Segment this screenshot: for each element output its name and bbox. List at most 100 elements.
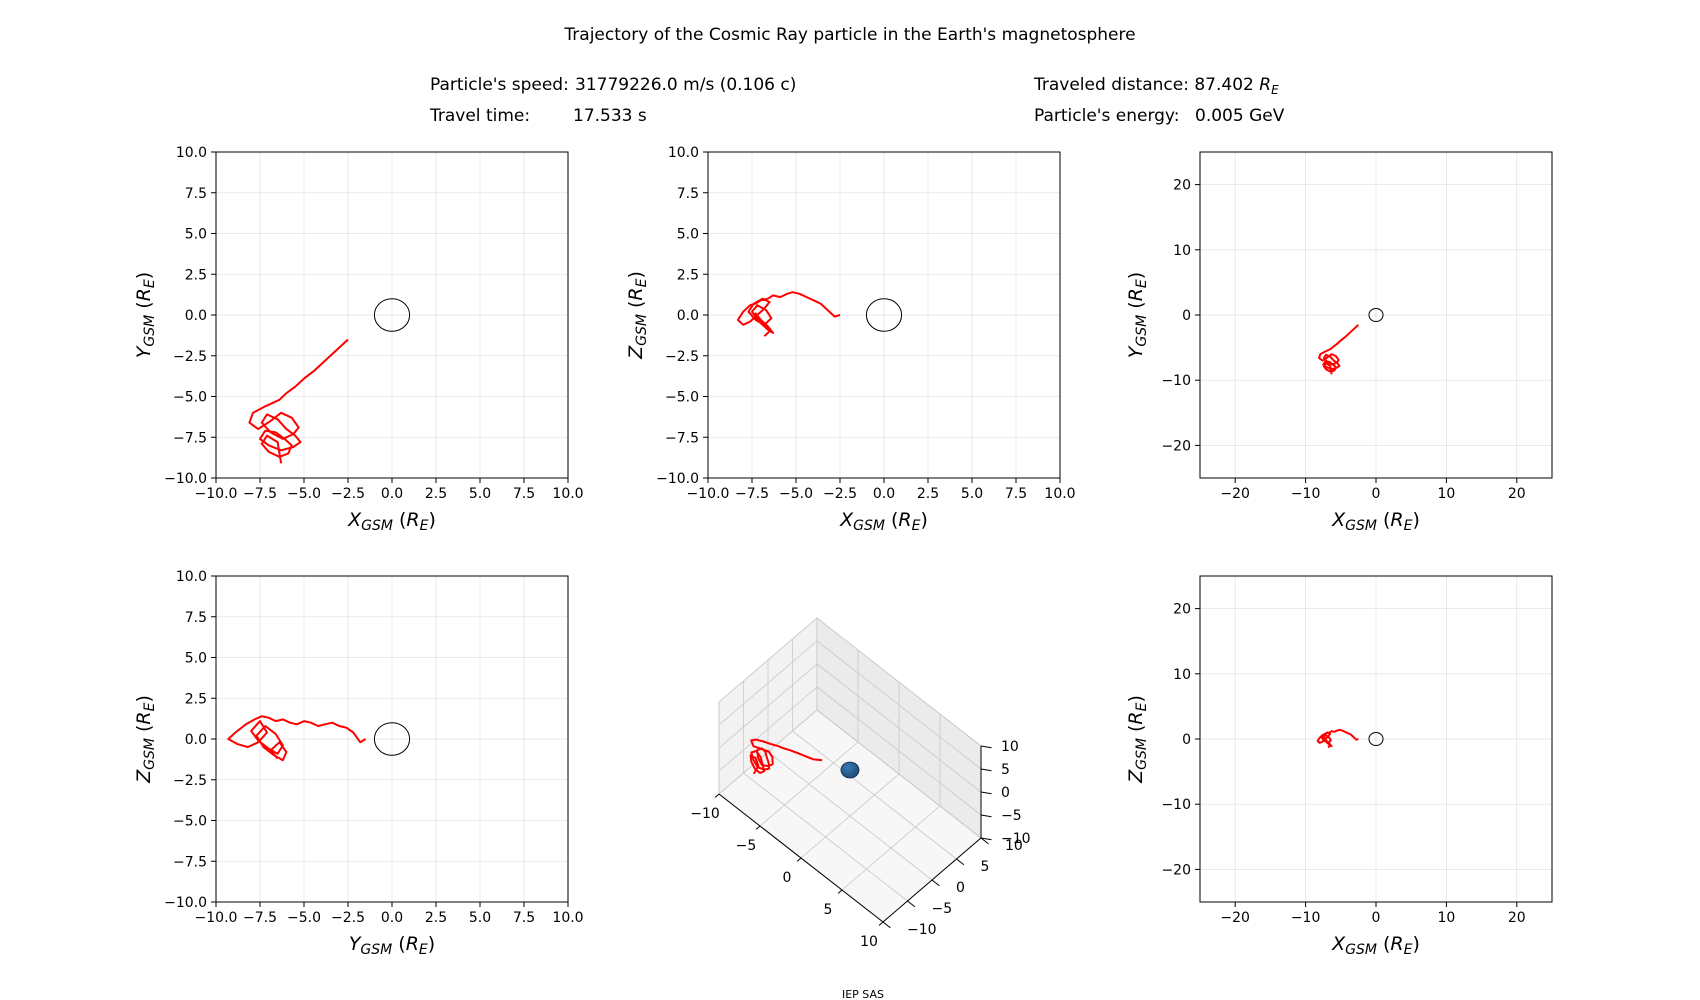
z-tick-label-3d: −10 [1001, 831, 1031, 847]
y-tick-label: −7.5 [173, 430, 207, 446]
z-tick-3d [980, 814, 992, 818]
subplot-4: −10.0 −7.5 −5.0 −2.5 0.0 2.5 5.0 7.5 10.0 −10.0 −7… [133, 569, 584, 958]
y-axis-label: ZGSM (RE) [625, 271, 650, 360]
y-tick-label-3d: 0 [956, 880, 965, 896]
subplots: −10.0 −7.5 −5.0 −2.5 0.0 2.5 5.0 7.5 10.0 −10.0 −7… [133, 145, 1553, 958]
y-tick-label: −5.0 [665, 390, 699, 406]
x-tick-3d [755, 825, 761, 830]
y-tick-3d [907, 900, 916, 908]
x-tick-label: −5.0 [779, 486, 813, 502]
x-tick-label: −5.0 [287, 486, 321, 502]
subplot-3: −20 −10 0 10 20 −20 −10 0 10 20 XGSM (RE) YGSM (RE) [1125, 151, 1553, 534]
y-tick-label-3d: −5 [932, 901, 953, 917]
x-tick-3d [796, 857, 802, 862]
grid-3d-floor [792, 730, 957, 860]
time-value: 17.533 s [573, 106, 647, 126]
x-tick-label: −7.5 [735, 486, 769, 502]
y-tick-label: −20 [1161, 438, 1191, 454]
x-tick-label: 2.5 [425, 486, 447, 502]
x-tick-label: 0.0 [873, 486, 895, 502]
x-tick-label: 10.0 [552, 910, 583, 926]
y-tick-label: 7.5 [185, 610, 207, 626]
y-tick-label: −20 [1161, 862, 1191, 878]
z-tick-3d [980, 768, 992, 772]
y-tick-label: −10.0 [164, 895, 207, 911]
grid-3d-left [718, 663, 818, 749]
z-tick-3d [980, 837, 992, 841]
y-tick-label: −5.0 [173, 390, 207, 406]
x-tick-label: 10 [1437, 910, 1455, 926]
trajectory-line-3d [749, 738, 823, 775]
x-tick-label: 5.0 [961, 486, 983, 502]
earth-sphere [840, 761, 860, 779]
y-tick-label: 2.5 [677, 267, 699, 283]
x-tick-label-3d: 0 [783, 870, 792, 886]
y-tick-label: 5.0 [677, 227, 699, 243]
y-tick-3d [931, 879, 940, 887]
y-tick-label: 20 [1173, 178, 1191, 194]
x-tick-label: −10.0 [195, 910, 238, 926]
x-tick-label: −20 [1220, 486, 1250, 502]
y-tick-label: 10 [1173, 243, 1191, 259]
x-tick-label: −2.5 [331, 910, 365, 926]
z-tick-3d [980, 791, 992, 795]
grid-3d-back [816, 640, 982, 770]
subplot-1: −10.0 −7.5 −5.0 −2.5 0.0 2.5 5.0 7.5 10.0 −10.0 −7… [133, 145, 584, 534]
x-tick-3d [837, 889, 843, 894]
grid-3d-floor [767, 751, 933, 881]
y-tick-label: 5.0 [185, 227, 207, 243]
x-tick-label: 7.5 [1005, 486, 1027, 502]
z-tick-label-3d: 5 [1001, 762, 1010, 778]
speed-value: 31779226.0 m/s (0.106 c) [575, 75, 796, 95]
x-tick-label: 2.5 [425, 910, 447, 926]
x-tick-label: −2.5 [331, 486, 365, 502]
z-tick-label-3d: 10 [1001, 739, 1019, 755]
y-tick-label-3d: −10 [907, 922, 937, 938]
x-tick-label: −5.0 [287, 910, 321, 926]
y-tick-label: 7.5 [677, 186, 699, 202]
grid-3d-back [816, 686, 982, 816]
x-tick-label-3d: 5 [824, 902, 833, 918]
x-tick-label: −10 [1291, 486, 1321, 502]
trajectory-line [227, 715, 367, 762]
y-tick-3d [980, 837, 989, 845]
y-tick-label: 0 [1182, 308, 1191, 324]
y-tick-label: −2.5 [173, 349, 207, 365]
x-tick-label: −20 [1220, 910, 1250, 926]
y-tick-3d [956, 858, 965, 866]
figure-title: Trajectory of the Cosmic Ray particle in… [563, 25, 1135, 45]
y-tick-label: 10.0 [176, 145, 207, 161]
grid-3d-back [816, 617, 982, 747]
grid-3d-back [816, 663, 982, 793]
x-tick-label: 20 [1508, 486, 1526, 502]
y-tick-label: 10 [1173, 667, 1191, 683]
y-tick-label: −2.5 [665, 349, 699, 365]
trajectory-line [1318, 324, 1360, 375]
distance-unit-sub: E [1271, 83, 1279, 97]
x-tick-label: 10.0 [552, 486, 583, 502]
z-tick-3d [980, 745, 992, 749]
y-tick-label: 20 [1173, 602, 1191, 618]
z-tick-label-3d: 0 [1001, 785, 1010, 801]
distance-value: 87.402 [1194, 75, 1253, 95]
x-tick-label-3d: 10 [860, 934, 878, 950]
x-tick-3d [714, 793, 720, 798]
y-tick-label: −10 [1161, 797, 1191, 813]
energy-value: 0.005 GeV [1195, 106, 1285, 126]
x-tick-3d [878, 921, 884, 926]
trajectory-line [736, 291, 841, 337]
y-tick-label: 2.5 [185, 267, 207, 283]
y-tick-label: 7.5 [185, 186, 207, 202]
x-tick-label: 0 [1372, 486, 1381, 502]
y-tick-label: 5.0 [185, 651, 207, 667]
earth-circle [1368, 731, 1384, 747]
x-tick-label: −7.5 [243, 486, 277, 502]
x-tick-label: −7.5 [243, 910, 277, 926]
y-tick-label: 0.0 [185, 308, 207, 324]
grid-3d-left [718, 617, 818, 703]
speed-label: Particle's speed: [430, 75, 569, 95]
y-axis-label: YGSM (RE) [133, 272, 158, 358]
subplot-5: −20 −10 0 10 20 −20 −10 0 10 20 XGSM (RE) ZGSM (RE) [1125, 575, 1553, 958]
x-tick-label: 10.0 [1044, 486, 1075, 502]
